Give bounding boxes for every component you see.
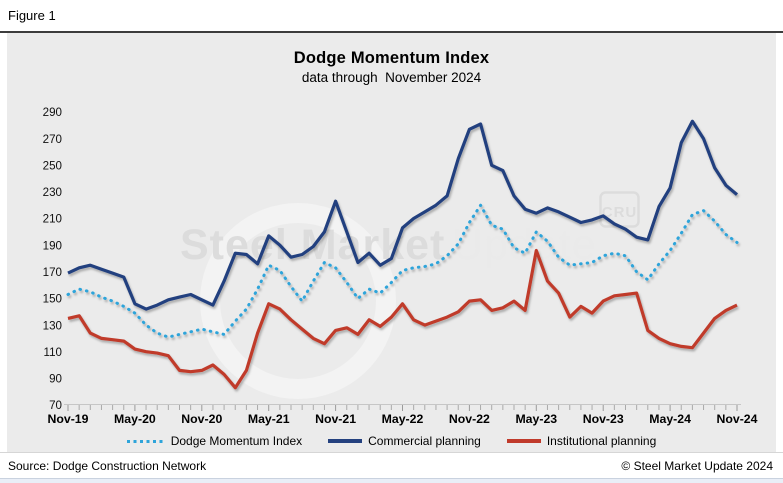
source-note: Source: Dodge Construction Network <box>8 459 207 473</box>
figure-rule <box>0 31 783 33</box>
chart-legend: Dodge Momentum Index Commercial planning… <box>0 434 783 448</box>
x-tick-label: May-21 <box>248 412 290 426</box>
y-tick-label: 250 <box>43 159 62 172</box>
y-tick-label: 130 <box>43 319 62 332</box>
y-tick-label: 110 <box>44 346 62 359</box>
watermark-ring-icon <box>200 203 396 399</box>
x-tick-label: Nov-24 <box>716 412 757 426</box>
copyright-note: © Steel Market Update 2024 <box>621 459 773 473</box>
x-tick-label: May-20 <box>114 412 156 426</box>
y-tick-label: 170 <box>43 266 62 279</box>
legend-label: Institutional planning <box>546 434 657 448</box>
y-tick-label: 90 <box>49 373 62 386</box>
legend-label: Dodge Momentum Index <box>170 434 303 448</box>
y-tick-label: 150 <box>43 293 62 306</box>
y-tick-label: 270 <box>43 133 62 146</box>
footer-separator <box>0 452 783 453</box>
window-edge <box>0 478 783 483</box>
dotted-line-sample-icon <box>126 439 165 443</box>
solid-line-sample-icon <box>328 439 363 443</box>
y-tick-label: 70 <box>49 399 62 412</box>
y-tick-label: 190 <box>43 239 62 252</box>
y-tick-label: 230 <box>43 186 62 199</box>
solid-line-sample-icon <box>506 439 541 443</box>
x-tick-label: Nov-21 <box>315 412 356 426</box>
cru-logo-text: CRU <box>602 204 638 221</box>
chart-title: Dodge Momentum Index <box>293 49 490 67</box>
x-tick-label: Nov-20 <box>181 412 222 426</box>
legend-label: Commercial planning <box>368 434 481 448</box>
legend-item-institutional-planning: Institutional planning <box>506 434 657 448</box>
x-tick-label: Nov-22 <box>449 412 490 426</box>
x-tick-label: May-23 <box>515 412 557 426</box>
watermark-text: Steel Market <box>180 221 445 269</box>
series-line-institutional-planning <box>67 248 738 390</box>
y-tick-label: 210 <box>43 213 62 226</box>
x-tick-label: Nov-19 <box>47 412 88 426</box>
legend-item-commercial-planning: Commercial planning <box>328 434 481 448</box>
chart-subtitle: data through November 2024 <box>301 70 482 85</box>
x-tick-label: Nov-23 <box>583 412 624 426</box>
y-tick-label: 290 <box>43 106 62 119</box>
series-line-commercial-planning <box>67 119 739 311</box>
watermark-text-light: Update <box>452 221 597 269</box>
chart-canvas <box>7 33 776 452</box>
x-tick-label: May-22 <box>382 412 424 426</box>
series-line-dodge-momentum-index <box>66 203 739 339</box>
figure-label: Figure 1 <box>8 8 56 23</box>
x-tick-label: May-24 <box>649 412 691 426</box>
legend-item-dodge-momentum-index: Dodge Momentum Index <box>126 434 303 448</box>
